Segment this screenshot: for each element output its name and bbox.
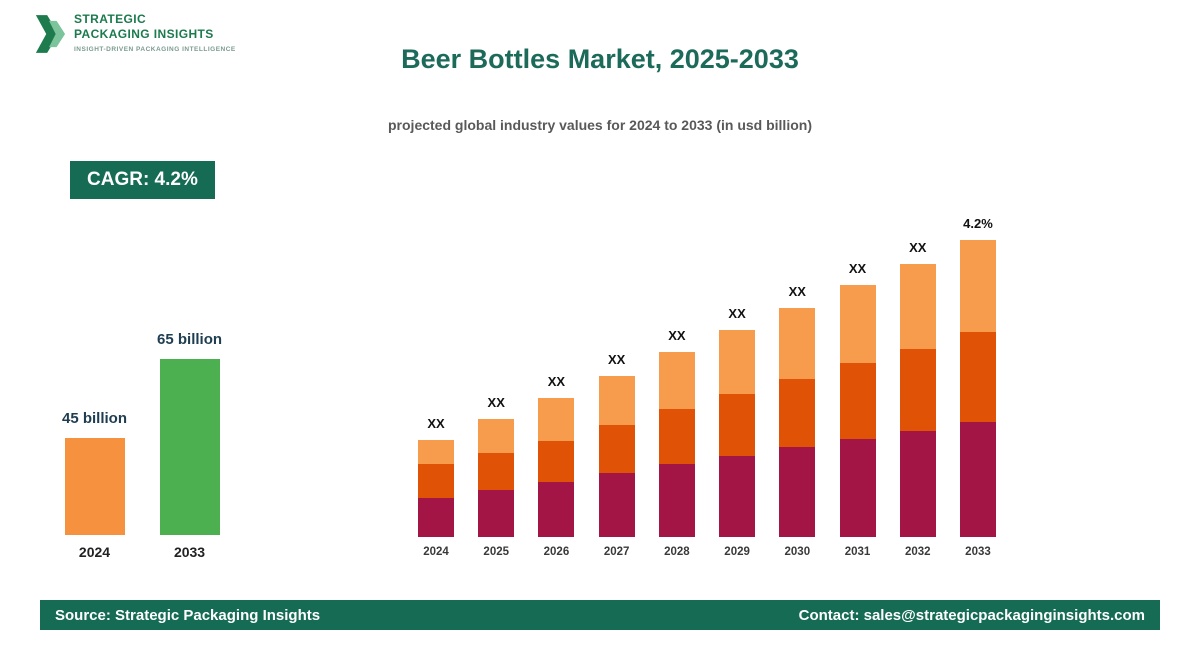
stacked-bar (598, 376, 635, 537)
bar-segment-bottom (779, 447, 816, 537)
stacked-bar-chart: XX 2024 XX 2025 XX 2026 XX 2027 XX 2028 XX 2029 XX 20… (418, 212, 996, 558)
bar-segment-middle (418, 464, 454, 498)
bar-segment-bottom (598, 473, 635, 537)
stacked-bar (658, 352, 695, 537)
stacked-bar (959, 240, 996, 537)
comparison-bar-year-label: 2033 (173, 544, 206, 560)
bar-segment-top (839, 285, 876, 363)
bar-year-label: 2028 (664, 546, 690, 558)
comparison-chart: 45 billion 2024 65 billion 2033 (62, 308, 252, 560)
bar-segment-bottom (538, 482, 575, 537)
bar-segment-top (418, 440, 454, 464)
bar-segment-middle (779, 379, 816, 447)
source-text: Source: Strategic Packaging Insights (55, 606, 321, 624)
bar-segment-middle (899, 349, 936, 431)
bar-segment-bottom (719, 456, 756, 537)
stacked-bar-column: 4.2% 2033 (959, 212, 996, 558)
bar-year-label: 2032 (904, 546, 931, 558)
bar-value-label: XX (607, 352, 626, 367)
bar-segment-middle (598, 425, 635, 473)
bar-segment-top (719, 330, 756, 394)
page-subtitle: projected global industry values for 202… (388, 117, 812, 133)
bar-segment-top (779, 308, 816, 379)
bar-segment-middle (839, 363, 876, 439)
bar-year-label: 2024 (423, 546, 449, 558)
chevron-logo-icon (34, 12, 66, 56)
comparison-bar-value-label: 65 billion (157, 331, 223, 348)
contact-text: Contact: sales@strategicpackaginginsight… (798, 606, 1145, 624)
stacked-bar (418, 440, 454, 537)
brand-name: STRATEGIC PACKAGING INSIGHTS INSIGHT-DRI… (74, 12, 236, 53)
bar-value-label: XX (848, 261, 867, 276)
comparison-bar-column: 45 billion 2024 (62, 308, 127, 560)
stacked-bar-column: XX 2025 (478, 212, 515, 558)
comparison-bar-year-label: 2024 (78, 544, 111, 560)
bar-segment-bottom (658, 464, 695, 537)
stacked-bar-column: XX 2026 (538, 212, 575, 558)
cagr-badge: CAGR: 4.2% (70, 161, 215, 199)
bar-segment-middle (719, 394, 756, 456)
bar-value-label: XX (909, 240, 927, 255)
bar-value-label: XX (728, 306, 746, 321)
comparison-bar (64, 438, 125, 535)
bar-year-label: 2031 (844, 546, 871, 558)
bar-value-label: XX (547, 374, 566, 389)
stacked-bar (779, 308, 816, 537)
bar-segment-middle (658, 409, 695, 464)
comparison-bar (159, 359, 220, 535)
comparison-bar-value-label: 45 billion (62, 410, 128, 427)
brand-name-line1: STRATEGIC (74, 12, 147, 26)
bar-segment-top (538, 398, 575, 441)
stacked-bar (899, 264, 936, 537)
bar-segment-bottom (899, 431, 936, 537)
bar-segment-top (598, 376, 635, 425)
stacked-bar-column: XX 2029 (719, 212, 756, 558)
stacked-bar-column: XX 2030 (779, 212, 816, 558)
brand-name-line2: PACKAGING INSIGHTS (74, 27, 214, 41)
footer-bar: Source: Strategic Packaging Insights Con… (40, 600, 1160, 630)
bar-value-label: XX (427, 416, 445, 431)
bar-year-label: 2029 (724, 546, 750, 558)
bar-segment-middle (959, 332, 996, 422)
bar-segment-bottom (959, 422, 996, 537)
bar-value-label: XX (487, 395, 505, 410)
stacked-bar-column: XX 2032 (899, 212, 936, 558)
bar-segment-bottom (478, 490, 515, 537)
bar-year-label: 2033 (965, 546, 991, 558)
bar-year-label: 2025 (483, 546, 510, 558)
bar-segment-middle (538, 441, 575, 482)
bar-year-label: 2027 (603, 546, 630, 558)
page-title: Beer Bottles Market, 2025-2033 (401, 44, 799, 74)
bar-value-label: XX (788, 284, 806, 299)
stacked-bar-column: XX 2028 (658, 212, 695, 558)
comparison-bar-column: 65 billion 2033 (157, 308, 222, 560)
bar-segment-top (478, 419, 515, 453)
brand-tagline: INSIGHT-DRIVEN PACKAGING INTELLIGENCE (74, 46, 236, 53)
bar-segment-bottom (839, 439, 876, 537)
stacked-bar (719, 330, 756, 537)
bar-segment-middle (478, 453, 515, 490)
bar-segment-top (899, 264, 936, 349)
stacked-bar-column: XX 2031 (839, 212, 876, 558)
brand-logo: STRATEGIC PACKAGING INSIGHTS INSIGHT-DRI… (34, 12, 236, 56)
stacked-bar (478, 419, 515, 537)
stacked-bar (538, 398, 575, 537)
stacked-bar-column: XX 2027 (598, 212, 635, 558)
bar-segment-top (959, 240, 996, 332)
bar-segment-top (658, 352, 695, 409)
bar-value-label: 4.2% (963, 216, 993, 231)
stacked-bar-column: XX 2024 (418, 212, 454, 558)
bar-segment-bottom (418, 498, 454, 537)
bar-year-label: 2030 (784, 546, 811, 558)
bar-year-label: 2026 (543, 546, 570, 558)
stacked-bar (839, 285, 876, 537)
bar-value-label: XX (668, 328, 686, 343)
